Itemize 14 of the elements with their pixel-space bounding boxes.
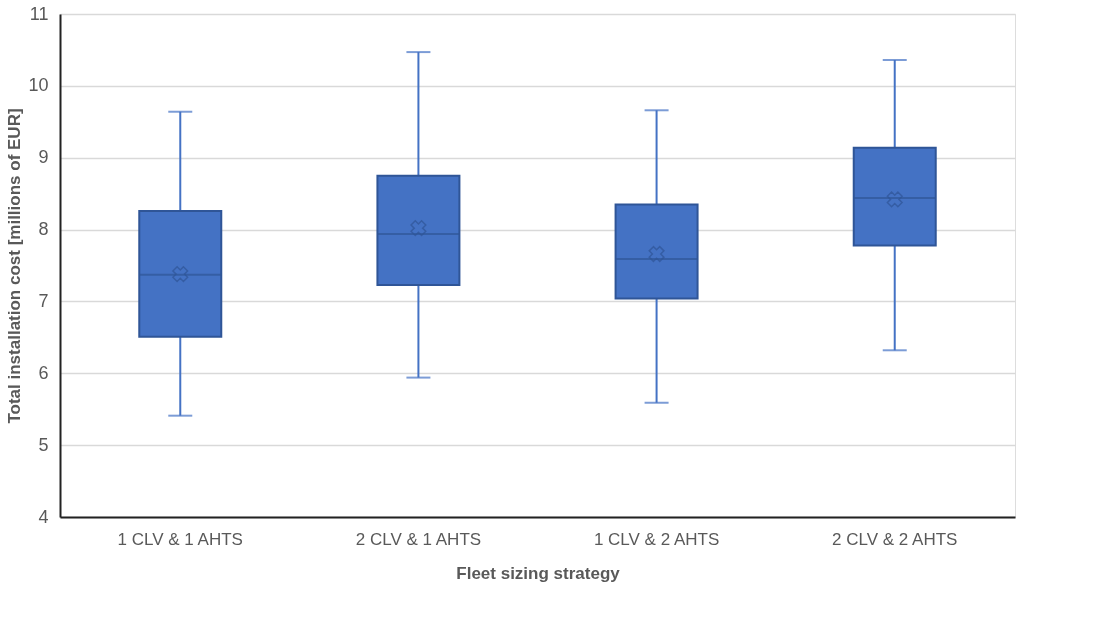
y-tick-label: 5	[38, 434, 49, 455]
y-tick-label: 4	[38, 506, 49, 527]
y-tick-label: 9	[38, 147, 49, 168]
x-tick-label: 2 CLV & 2 AHTS	[832, 529, 958, 549]
x-tick-label: 2 CLV & 1 AHTS	[355, 529, 482, 549]
x-axis-title: Fleet sizing strategy	[456, 563, 621, 583]
y-axis-title: Total installation cost [millions of EUR]	[5, 108, 25, 424]
y-tick-label: 6	[38, 362, 49, 383]
x-tick-label: 1 CLV & 2 AHTS	[593, 529, 720, 549]
y-tick-label: 10	[28, 75, 49, 96]
y-tick-label: 8	[38, 219, 49, 240]
x-tick-label: 1 CLV & 1 AHTS	[117, 529, 243, 549]
y-tick-label: 7	[38, 290, 49, 311]
y-tick-label: 11	[29, 3, 49, 24]
